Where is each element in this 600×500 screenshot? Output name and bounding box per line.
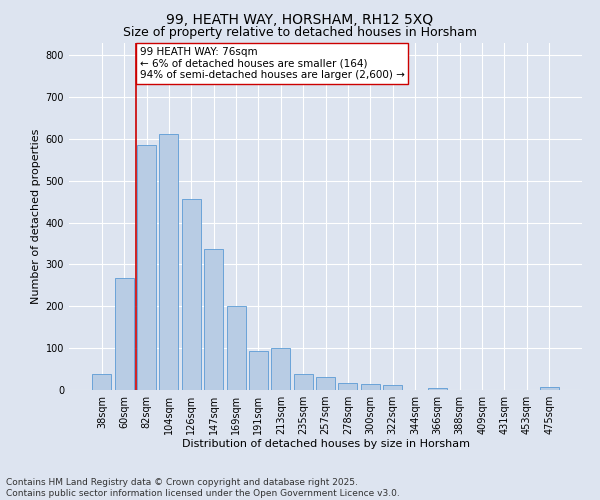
Bar	[383, 386, 402, 390]
Text: 99, HEATH WAY, HORSHAM, RH12 5XQ: 99, HEATH WAY, HORSHAM, RH12 5XQ	[166, 12, 434, 26]
Bar	[316, 376, 335, 390]
Bar	[204, 249, 223, 390]
Bar	[539, 388, 559, 390]
Bar	[137, 145, 156, 390]
Y-axis label: Number of detached properties: Number of detached properties	[31, 128, 41, 304]
Bar	[160, 134, 178, 390]
Bar	[361, 384, 380, 390]
Bar	[182, 198, 201, 390]
Bar	[115, 278, 134, 390]
Bar	[227, 306, 245, 390]
Bar	[249, 351, 268, 390]
Text: Contains HM Land Registry data © Crown copyright and database right 2025.
Contai: Contains HM Land Registry data © Crown c…	[6, 478, 400, 498]
Text: 99 HEATH WAY: 76sqm
← 6% of detached houses are smaller (164)
94% of semi-detach: 99 HEATH WAY: 76sqm ← 6% of detached hou…	[140, 46, 405, 80]
Bar	[271, 348, 290, 390]
Bar	[338, 383, 358, 390]
Bar	[293, 374, 313, 390]
Bar	[92, 374, 112, 390]
X-axis label: Distribution of detached houses by size in Horsham: Distribution of detached houses by size …	[182, 438, 470, 448]
Text: Size of property relative to detached houses in Horsham: Size of property relative to detached ho…	[123, 26, 477, 39]
Bar	[428, 388, 447, 390]
